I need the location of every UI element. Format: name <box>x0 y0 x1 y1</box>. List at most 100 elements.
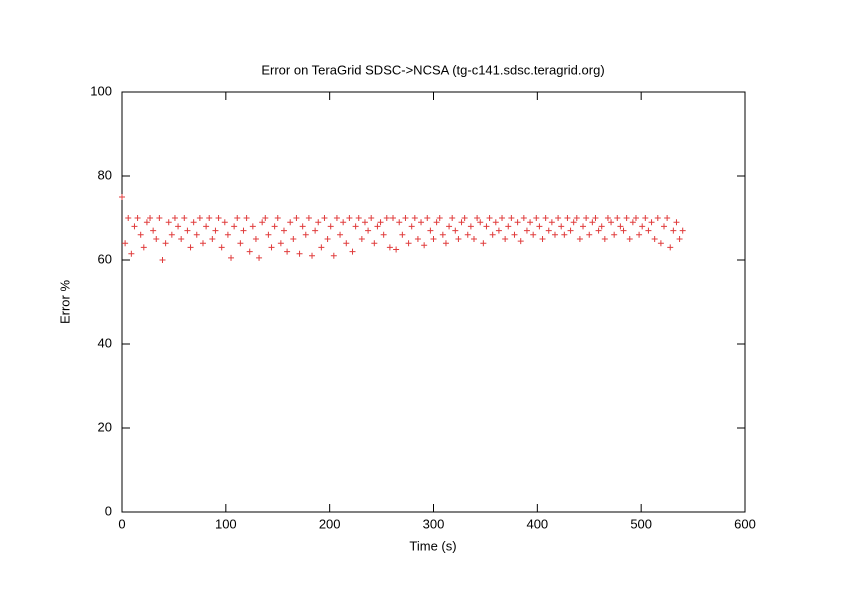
point <box>377 219 384 226</box>
point <box>555 215 562 221</box>
x-tick-label: 100 <box>215 516 237 531</box>
point <box>302 231 309 238</box>
point <box>147 215 154 221</box>
y-tick-label: 20 <box>98 419 112 434</box>
point <box>349 248 356 255</box>
point <box>551 231 558 238</box>
point <box>586 231 593 238</box>
point <box>421 242 428 249</box>
point <box>234 215 241 221</box>
point <box>156 215 163 221</box>
point <box>439 231 446 238</box>
point <box>215 215 222 221</box>
point <box>271 223 278 230</box>
point <box>265 231 272 238</box>
point <box>153 236 160 242</box>
point <box>576 236 583 242</box>
point <box>374 223 381 230</box>
point <box>480 240 487 247</box>
point <box>343 240 350 247</box>
point <box>446 223 453 230</box>
point <box>604 215 611 221</box>
point <box>277 240 284 247</box>
point <box>399 231 406 238</box>
point <box>296 250 303 257</box>
point <box>224 231 231 238</box>
point <box>327 223 334 230</box>
point <box>424 215 431 221</box>
point <box>455 236 462 242</box>
point <box>162 240 169 247</box>
point <box>337 231 344 238</box>
point <box>626 236 633 242</box>
point <box>561 231 568 238</box>
point <box>673 219 680 226</box>
point <box>545 227 552 234</box>
point <box>178 236 185 242</box>
point <box>517 238 524 245</box>
y-tick-label: 100 <box>90 83 112 98</box>
point <box>530 231 537 238</box>
point <box>564 215 571 221</box>
point <box>467 223 474 230</box>
point <box>287 219 294 226</box>
point <box>573 215 580 221</box>
point <box>365 227 372 234</box>
point <box>595 227 602 234</box>
point <box>452 227 459 234</box>
point <box>502 236 509 242</box>
point <box>495 227 502 234</box>
point <box>548 219 555 226</box>
point <box>137 231 144 238</box>
point <box>293 215 300 221</box>
point <box>206 215 213 221</box>
point <box>256 254 263 261</box>
point <box>330 252 337 259</box>
point <box>268 244 275 251</box>
point <box>122 240 129 247</box>
point <box>464 231 471 238</box>
point <box>181 215 188 221</box>
point <box>218 244 225 251</box>
point <box>508 215 515 221</box>
point <box>639 223 646 230</box>
point <box>175 223 182 230</box>
x-tick-label: 0 <box>118 516 125 531</box>
point <box>321 215 328 221</box>
point <box>676 236 683 242</box>
x-tick-label: 400 <box>526 516 548 531</box>
point <box>140 244 147 251</box>
point <box>274 215 281 221</box>
point <box>442 240 449 247</box>
point <box>252 236 259 242</box>
point <box>228 254 235 261</box>
point <box>199 240 206 247</box>
point <box>131 223 138 230</box>
point <box>405 240 412 247</box>
point <box>128 250 135 257</box>
point <box>499 215 506 221</box>
point <box>620 227 627 234</box>
point <box>209 236 216 242</box>
point <box>558 223 565 230</box>
point <box>361 219 368 226</box>
point <box>589 219 596 226</box>
chart-title: Error on TeraGrid SDSC->NCSA (tg-c141.sd… <box>261 62 604 77</box>
point <box>196 215 203 221</box>
point <box>614 215 621 221</box>
point <box>642 215 649 221</box>
point <box>533 215 540 221</box>
point <box>368 215 375 221</box>
point <box>383 215 390 221</box>
point <box>355 215 362 221</box>
point <box>536 223 543 230</box>
point <box>580 223 587 230</box>
point <box>396 219 403 226</box>
point <box>243 215 250 221</box>
point <box>679 227 686 234</box>
point <box>527 219 534 226</box>
point <box>280 227 287 234</box>
point <box>611 231 618 238</box>
